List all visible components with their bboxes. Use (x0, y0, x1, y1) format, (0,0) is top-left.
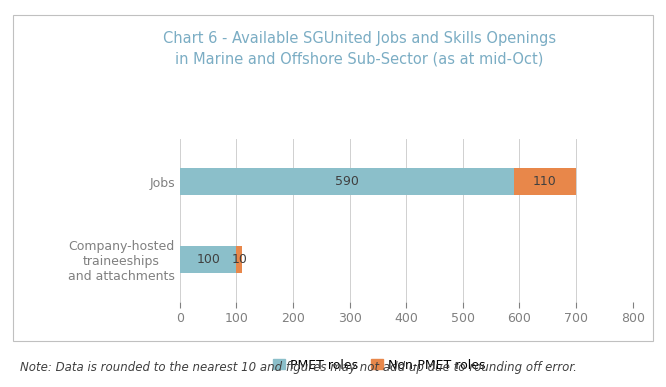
Text: 100: 100 (196, 253, 220, 266)
Legend: PMET roles, Non-PMET roles: PMET roles, Non-PMET roles (268, 354, 491, 377)
Text: 110: 110 (533, 175, 557, 188)
Bar (514, 168, 576, 195)
Text: 590: 590 (335, 175, 359, 188)
Text: Chart 6 - Available SGUnited Jobs and Skills Openings
in Marine and Offshore Sub: Chart 6 - Available SGUnited Jobs and Sk… (163, 31, 556, 67)
Bar (180, 246, 236, 273)
Bar (180, 168, 514, 195)
Text: Note: Data is rounded to the nearest 10 and figures may not add up due to roundi: Note: Data is rounded to the nearest 10 … (20, 361, 577, 374)
Text: 10: 10 (231, 253, 247, 266)
Bar (236, 246, 242, 273)
